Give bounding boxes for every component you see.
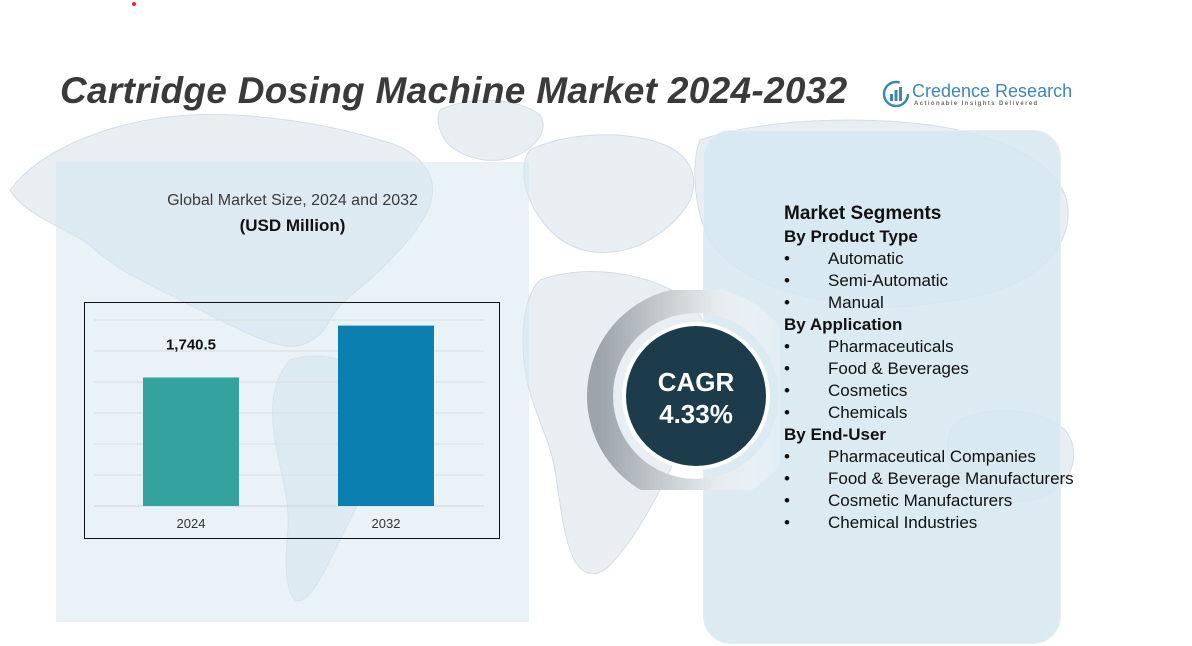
- cagr-circle: [626, 326, 766, 466]
- segment-item-label: Pharmaceuticals: [828, 337, 954, 356]
- segment-item: • Manual: [784, 292, 1074, 314]
- segment-item: • Automatic: [784, 248, 1074, 270]
- segment-item-label: Food & Beverage Manufacturers: [828, 469, 1074, 488]
- segment-item: • Pharmaceutical Companies: [784, 446, 1074, 468]
- chart-frame: [84, 302, 500, 539]
- bullet-icon: •: [784, 491, 790, 510]
- bullet-icon: •: [784, 513, 790, 532]
- segment-item-label: Chemicals: [828, 403, 908, 422]
- x-tick-label: 2024: [177, 516, 206, 531]
- bullet-icon: •: [784, 249, 790, 268]
- cagr-text: CAGR 4.33%: [626, 366, 766, 430]
- bullet-icon: •: [784, 359, 790, 378]
- bullet-icon: •: [784, 447, 790, 466]
- segment-item: • Cosmetics: [784, 380, 1074, 402]
- segment-item: • Food & Beverages: [784, 358, 1074, 380]
- bullet-icon: •: [784, 293, 790, 312]
- chart-unit: (USD Million): [239, 216, 346, 235]
- segment-item: • Cosmetic Manufacturers: [784, 490, 1074, 512]
- segment-item-label: Food & Beverages: [828, 359, 969, 378]
- bar-chart-logo-icon: [882, 80, 910, 108]
- segment-item-label: Chemical Industries: [828, 513, 978, 532]
- chart-caption: Global Market Size, 2024 and 2032: [167, 192, 418, 209]
- bar-2032: [338, 325, 434, 506]
- segment-item-label: Automatic: [828, 249, 904, 268]
- segment-item: • Food & Beverage Manufacturers: [784, 468, 1074, 490]
- credence-research-logo: Credence Research Actionable Insights De…: [882, 80, 1072, 110]
- segment-group-title: By Application: [784, 315, 903, 334]
- segment-item-label: Cosmetic Manufacturers: [828, 491, 1013, 510]
- segment-item-label: Manual: [828, 293, 884, 312]
- segment-item: • Chemicals: [784, 402, 1074, 424]
- red-dot-marker: [132, 2, 136, 6]
- segment-group-title: By Product Type: [784, 227, 918, 246]
- cagr-badge: [587, 290, 780, 490]
- bullet-icon: •: [784, 403, 790, 422]
- segment-group-title: By End-User: [784, 425, 887, 444]
- cagr-ring: [587, 290, 780, 490]
- bullet-icon: •: [784, 381, 790, 400]
- segment-item: • Chemical Industries: [784, 512, 1074, 534]
- cagr-label: CAGR: [657, 367, 735, 397]
- cagr-value: 4.33%: [659, 399, 733, 429]
- logo-tagline: Actionable Insights Delivered: [914, 101, 1039, 107]
- logo-name: Credence Research: [912, 81, 1073, 101]
- x-tick-label: 2032: [372, 516, 401, 531]
- bullet-icon: •: [784, 271, 790, 290]
- market-size-panel: [56, 162, 529, 622]
- bar-value-label: 1,740.5: [166, 336, 216, 353]
- bullet-icon: •: [784, 469, 790, 488]
- segment-item-label: Semi-Automatic: [828, 271, 948, 290]
- bullet-icon: •: [784, 337, 790, 356]
- segment-item: • Pharmaceuticals: [784, 336, 1074, 358]
- segments-title: Market Segments: [784, 203, 942, 224]
- segment-item: • Semi-Automatic: [784, 270, 1074, 292]
- page-title: Cartridge Dosing Machine Market 2024-203…: [60, 70, 848, 111]
- bar-2024: [143, 377, 239, 506]
- segment-item-label: Cosmetics: [828, 381, 908, 400]
- segment-item-label: Pharmaceutical Companies: [828, 447, 1036, 466]
- market-segments-list: Market Segments By Product Type • Automati…: [784, 202, 1074, 534]
